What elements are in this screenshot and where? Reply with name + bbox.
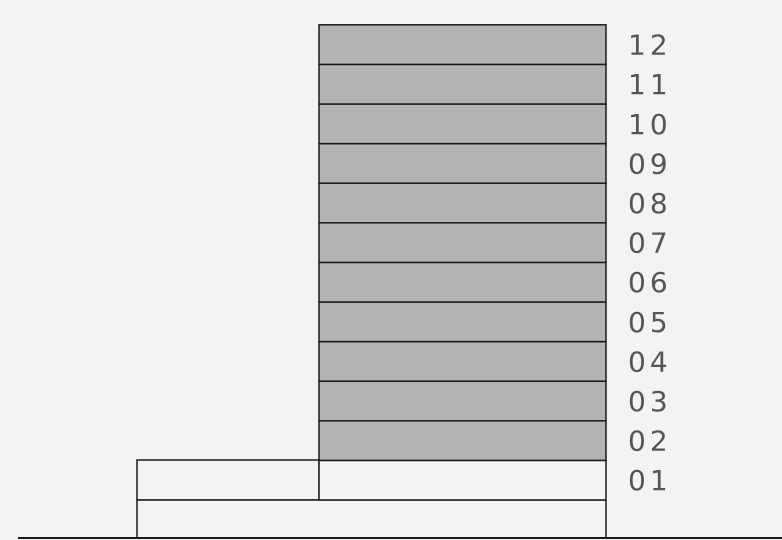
floor-label-03: 03: [628, 385, 672, 418]
floor-label-04: 04: [628, 345, 672, 378]
floor-07: [318, 222, 607, 264]
floor-02: [318, 420, 607, 462]
floor-01: [318, 459, 607, 501]
floor-labels-group: 01 02 03 04 05 06 07 08 09 10 11 12: [628, 29, 672, 498]
floor-label-08: 08: [628, 187, 672, 220]
floor-04: [318, 340, 607, 382]
floor-12: [318, 24, 607, 66]
floor-label-10: 10: [628, 108, 672, 141]
floor-06: [318, 261, 607, 303]
podium-block: [136, 459, 320, 501]
base-block: [136, 499, 607, 539]
floor-03: [318, 380, 607, 422]
floor-label-05: 05: [628, 306, 672, 339]
floors-group: [318, 24, 607, 501]
floor-05: [318, 301, 607, 343]
floor-08: [318, 182, 607, 224]
floor-label-06: 06: [628, 266, 672, 299]
floor-label-12: 12: [628, 29, 672, 62]
floor-10: [318, 103, 607, 145]
floor-label-07: 07: [628, 227, 672, 260]
floor-label-11: 11: [628, 68, 672, 101]
floor-label-02: 02: [628, 425, 672, 458]
floor-label-09: 09: [628, 147, 672, 180]
floor-11: [318, 63, 607, 105]
floor-09: [318, 142, 607, 184]
floor-label-01: 01: [628, 464, 672, 497]
